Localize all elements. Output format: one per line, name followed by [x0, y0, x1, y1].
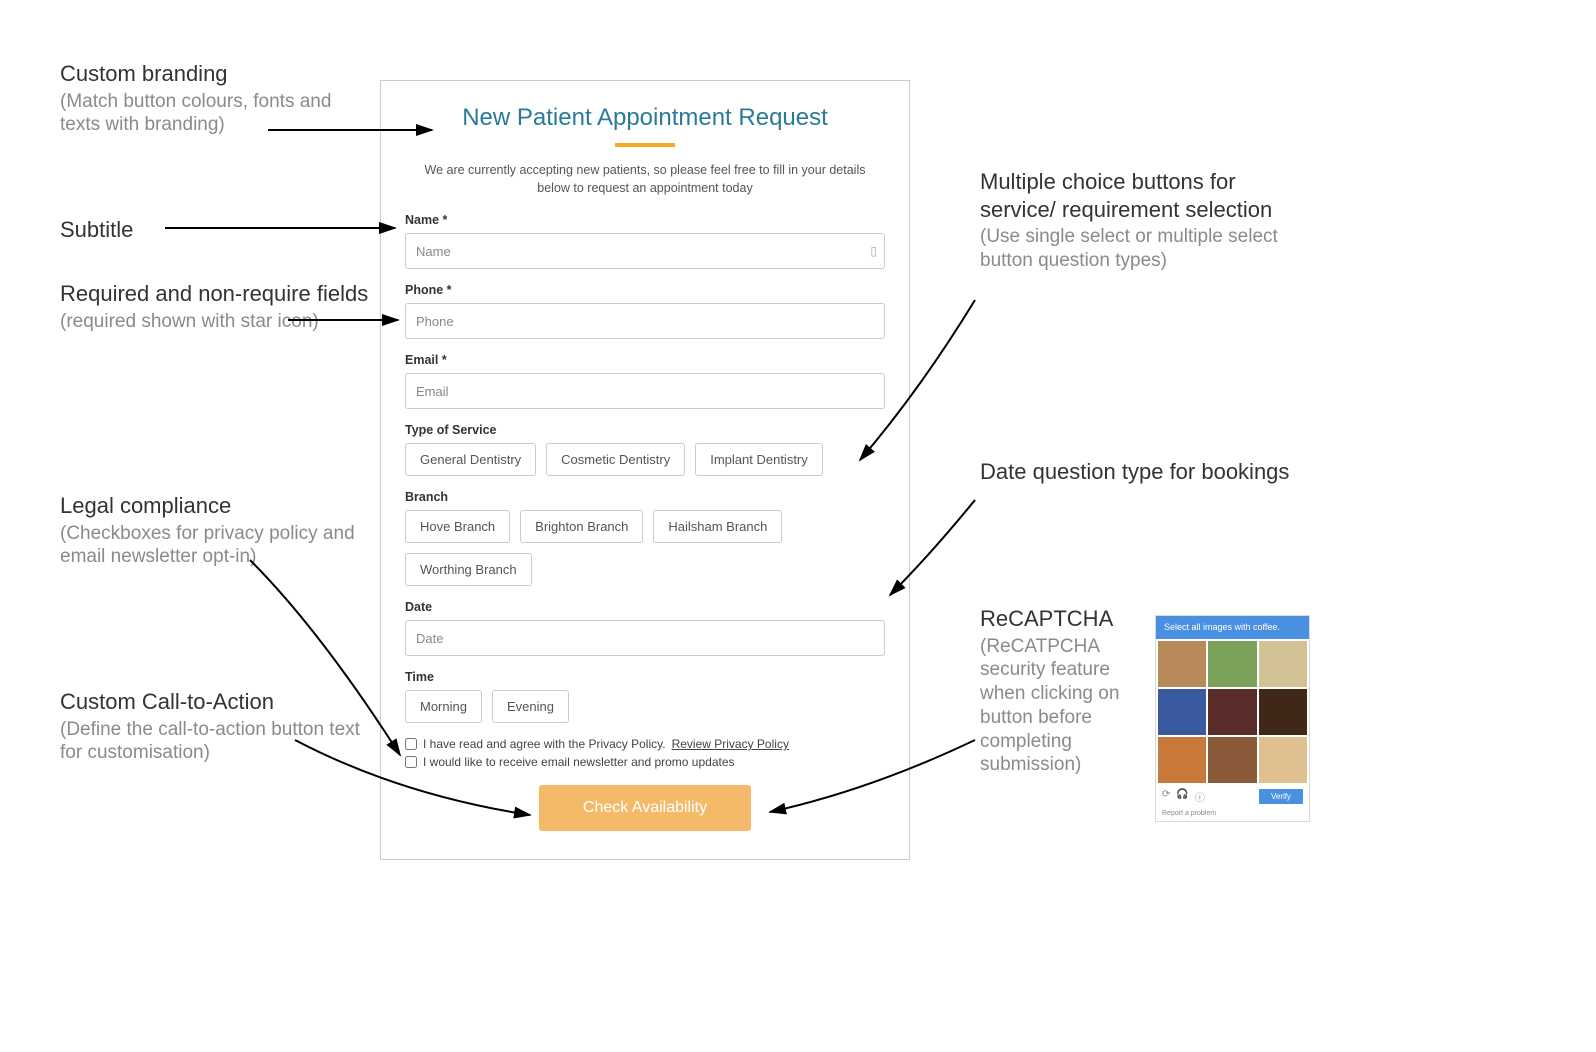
recaptcha-footer: ⟳ 🎧 ⓘ Verify — [1156, 785, 1309, 810]
branch-option[interactable]: Hove Branch — [405, 510, 510, 543]
annotation-required: Required and non-require fields (require… — [60, 280, 368, 333]
time-option[interactable]: Morning — [405, 690, 482, 723]
email-label: Email * — [405, 353, 885, 367]
service-option[interactable]: General Dentistry — [405, 443, 536, 476]
privacy-checkbox[interactable] — [405, 738, 417, 750]
annotation-desc: (Define the call-to-action button text f… — [60, 718, 370, 766]
annotation-branding: Custom branding (Match button colours, f… — [60, 60, 370, 137]
email-input[interactable] — [405, 373, 885, 409]
field-date: Date — [405, 600, 885, 656]
phone-input[interactable] — [405, 303, 885, 339]
annotation-date: Date question type for bookings — [980, 458, 1289, 488]
newsletter-text: I would like to receive email newsletter… — [423, 755, 735, 769]
phone-label: Phone * — [405, 283, 885, 297]
field-phone: Phone * — [405, 283, 885, 339]
newsletter-consent-row: I would like to receive email newsletter… — [405, 755, 885, 769]
privacy-consent-row: I have read and agree with the Privacy P… — [405, 737, 885, 751]
annotation-desc: (required shown with star icon) — [60, 310, 368, 334]
recaptcha-grid — [1156, 639, 1309, 785]
annotation-desc: (ReCATPCHA security feature when clickin… — [980, 635, 1150, 778]
recaptcha-header: Select all images with coffee. — [1156, 616, 1309, 639]
service-option[interactable]: Cosmetic Dentistry — [546, 443, 685, 476]
title-underline — [615, 143, 675, 147]
name-input[interactable] — [405, 233, 885, 269]
field-time: Time Morning Evening — [405, 670, 885, 723]
annotation-desc: (Match button colours, fonts and texts w… — [60, 90, 370, 138]
branch-option[interactable]: Worthing Branch — [405, 553, 532, 586]
name-label: Name * — [405, 213, 885, 227]
autofill-icon: ▯ — [870, 244, 877, 258]
recaptcha-header-text: Select all images with coffee. — [1164, 622, 1280, 632]
recaptcha-tile[interactable] — [1259, 737, 1307, 783]
annotation-multichoice: Multiple choice buttons for service/ req… — [980, 168, 1290, 273]
recaptcha-tile[interactable] — [1208, 641, 1256, 687]
recaptcha-tile[interactable] — [1158, 641, 1206, 687]
annotation-title: Required and non-require fields — [60, 280, 368, 308]
newsletter-checkbox[interactable] — [405, 756, 417, 768]
annotation-title: Multiple choice buttons for service/ req… — [980, 168, 1290, 223]
recaptcha-tile[interactable] — [1158, 689, 1206, 735]
annotation-recaptcha: ReCAPTCHA (ReCATPCHA security feature wh… — [980, 605, 1150, 777]
appointment-form-card: New Patient Appointment Request We are c… — [380, 80, 910, 860]
annotation-title: Custom Call-to-Action — [60, 688, 370, 716]
refresh-icon[interactable]: ⟳ — [1162, 789, 1170, 804]
form-title: New Patient Appointment Request — [405, 103, 885, 133]
annotation-title: Subtitle — [60, 216, 133, 244]
field-name: Name * ▯ — [405, 213, 885, 269]
branch-option[interactable]: Hailsham Branch — [653, 510, 782, 543]
privacy-text: I have read and agree with the Privacy P… — [423, 737, 666, 751]
annotation-desc: (Checkboxes for privacy policy and email… — [60, 522, 370, 570]
annotation-subtitle: Subtitle — [60, 216, 133, 246]
recaptcha-thumbnail: Select all images with coffee. ⟳ 🎧 ⓘ Ver… — [1155, 615, 1310, 822]
annotation-title: ReCAPTCHA — [980, 605, 1150, 633]
time-label: Time — [405, 670, 885, 684]
recaptcha-tile[interactable] — [1259, 689, 1307, 735]
annotation-title: Date question type for bookings — [980, 458, 1289, 486]
annotation-title: Legal compliance — [60, 492, 370, 520]
annotation-desc: (Use single select or multiple select bu… — [980, 225, 1290, 273]
form-subtitle: We are currently accepting new patients,… — [405, 161, 885, 197]
branch-option[interactable]: Brighton Branch — [520, 510, 643, 543]
field-email: Email * — [405, 353, 885, 409]
field-service: Type of Service General Dentistry Cosmet… — [405, 423, 885, 476]
service-label: Type of Service — [405, 423, 885, 437]
recaptcha-verify-button[interactable]: Verify — [1259, 789, 1303, 804]
recaptcha-controls: ⟳ 🎧 ⓘ — [1162, 789, 1205, 804]
field-branch: Branch Hove Branch Brighton Branch Hails… — [405, 490, 885, 586]
recaptcha-tile[interactable] — [1158, 737, 1206, 783]
info-icon[interactable]: ⓘ — [1195, 789, 1205, 804]
privacy-link[interactable]: Review Privacy Policy — [672, 737, 789, 751]
annotation-cta: Custom Call-to-Action (Define the call-t… — [60, 688, 370, 765]
check-availability-button[interactable]: Check Availability — [539, 785, 751, 831]
annotation-legal: Legal compliance (Checkboxes for privacy… — [60, 492, 370, 569]
time-option[interactable]: Evening — [492, 690, 569, 723]
date-input[interactable] — [405, 620, 885, 656]
annotation-title: Custom branding — [60, 60, 370, 88]
branch-label: Branch — [405, 490, 885, 504]
recaptcha-tile[interactable] — [1259, 641, 1307, 687]
date-label: Date — [405, 600, 885, 614]
audio-icon[interactable]: 🎧 — [1176, 789, 1188, 804]
recaptcha-tile[interactable] — [1208, 689, 1256, 735]
recaptcha-tile[interactable] — [1208, 737, 1256, 783]
service-option[interactable]: Implant Dentistry — [695, 443, 823, 476]
recaptcha-report-link[interactable]: Report a problem — [1156, 810, 1309, 821]
